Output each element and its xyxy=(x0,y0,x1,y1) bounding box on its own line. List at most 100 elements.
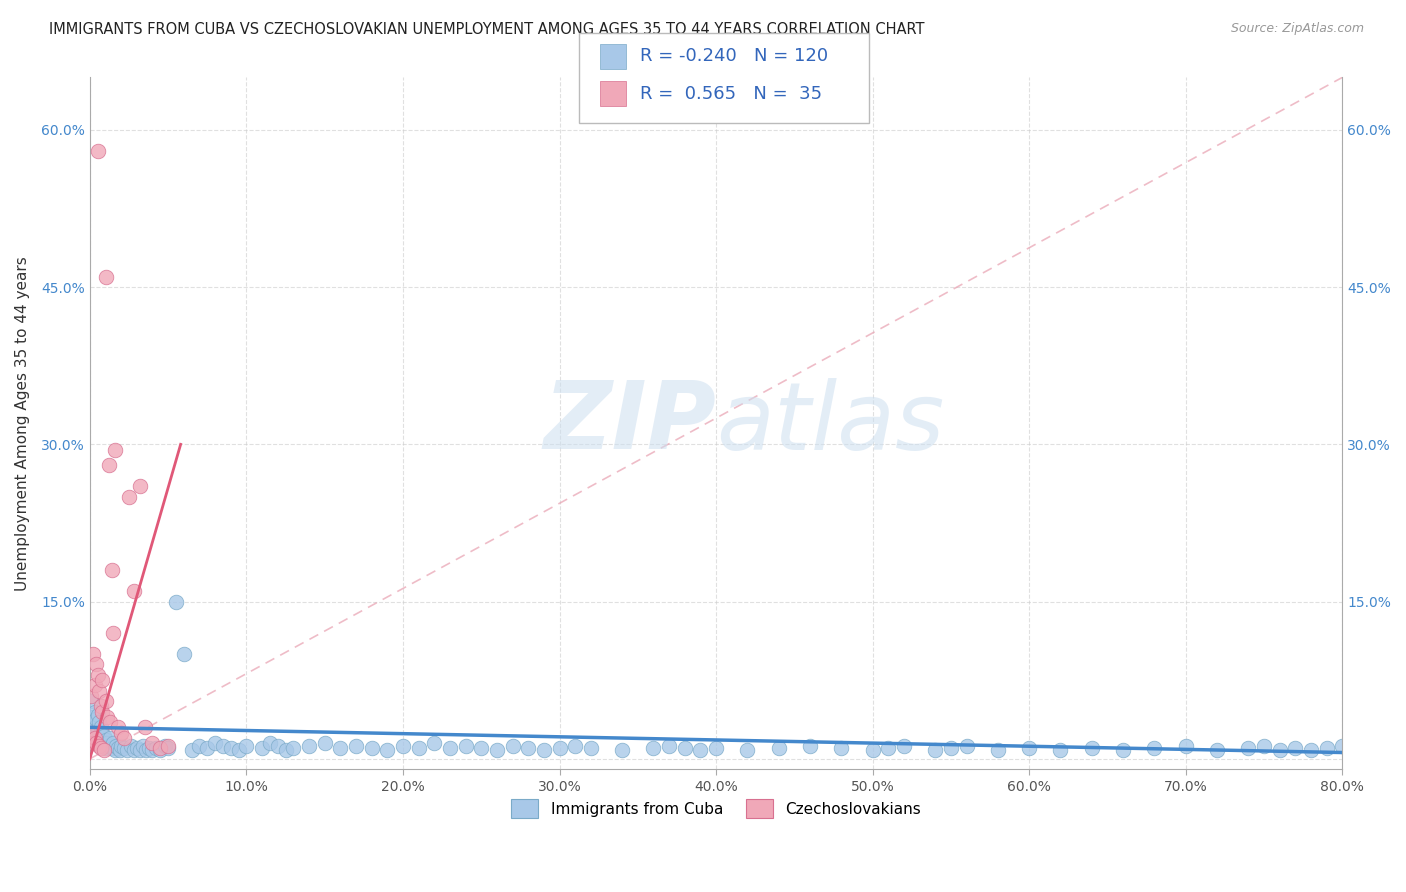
Immigrants from Cuba xyxy=(862,743,884,757)
Czechoslovakians xyxy=(89,683,111,698)
Immigrants from Cuba xyxy=(195,741,218,756)
Immigrants from Cuba xyxy=(96,736,118,750)
Immigrants from Cuba xyxy=(1316,741,1339,756)
Immigrants from Cuba xyxy=(1049,743,1071,757)
Czechoslovakians xyxy=(112,731,135,745)
Immigrants from Cuba xyxy=(145,741,167,756)
Immigrants from Cuba xyxy=(103,736,125,750)
Immigrants from Cuba xyxy=(125,741,148,756)
Immigrants from Cuba xyxy=(135,743,157,757)
Immigrants from Cuba xyxy=(112,741,135,756)
Immigrants from Cuba xyxy=(129,743,152,757)
Immigrants from Cuba xyxy=(107,741,129,756)
Immigrants from Cuba xyxy=(502,739,524,754)
Immigrants from Cuba xyxy=(94,733,117,747)
Immigrants from Cuba xyxy=(82,710,104,724)
Immigrants from Cuba xyxy=(138,741,160,756)
Czechoslovakians xyxy=(82,647,104,661)
Immigrants from Cuba xyxy=(924,743,946,757)
Immigrants from Cuba xyxy=(830,741,852,756)
Immigrants from Cuba xyxy=(84,725,107,739)
Immigrants from Cuba xyxy=(689,743,711,757)
Immigrants from Cuba xyxy=(548,741,571,756)
Immigrants from Cuba xyxy=(90,720,112,734)
Czechoslovakians xyxy=(149,741,172,756)
Immigrants from Cuba xyxy=(987,743,1010,757)
Immigrants from Cuba xyxy=(122,743,145,757)
Immigrants from Cuba xyxy=(165,594,187,608)
Immigrants from Cuba xyxy=(228,743,250,757)
Immigrants from Cuba xyxy=(90,733,112,747)
Immigrants from Cuba xyxy=(893,739,915,754)
Czechoslovakians xyxy=(104,442,127,457)
Czechoslovakians xyxy=(91,673,114,688)
Immigrants from Cuba xyxy=(877,741,900,756)
Immigrants from Cuba xyxy=(673,741,696,756)
Immigrants from Cuba xyxy=(314,736,336,750)
Immigrants from Cuba xyxy=(283,741,305,756)
Immigrants from Cuba xyxy=(329,741,352,756)
Immigrants from Cuba xyxy=(704,741,727,756)
Immigrants from Cuba xyxy=(82,715,104,730)
Czechoslovakians xyxy=(86,668,108,682)
Immigrants from Cuba xyxy=(1347,743,1369,757)
Immigrants from Cuba xyxy=(298,739,321,754)
Immigrants from Cuba xyxy=(737,743,759,757)
Immigrants from Cuba xyxy=(274,743,297,757)
Czechoslovakians xyxy=(122,584,145,599)
Immigrants from Cuba xyxy=(141,743,163,757)
Immigrants from Cuba xyxy=(89,729,111,743)
Immigrants from Cuba xyxy=(799,739,821,754)
Czechoslovakians xyxy=(80,689,103,703)
Czechoslovakians xyxy=(84,736,107,750)
Czechoslovakians xyxy=(103,626,125,640)
Immigrants from Cuba xyxy=(97,739,120,754)
Immigrants from Cuba xyxy=(219,741,242,756)
Immigrants from Cuba xyxy=(180,743,202,757)
Immigrants from Cuba xyxy=(1206,743,1229,757)
Immigrants from Cuba xyxy=(1112,743,1135,757)
Czechoslovakians xyxy=(129,479,152,493)
Immigrants from Cuba xyxy=(84,712,107,726)
Immigrants from Cuba xyxy=(120,739,142,754)
Immigrants from Cuba xyxy=(98,731,121,745)
Immigrants from Cuba xyxy=(1143,741,1166,756)
Immigrants from Cuba xyxy=(259,736,281,750)
Immigrants from Cuba xyxy=(955,739,977,754)
Immigrants from Cuba xyxy=(149,743,172,757)
Immigrants from Cuba xyxy=(768,741,790,756)
Text: ZIP: ZIP xyxy=(543,377,716,469)
Immigrants from Cuba xyxy=(392,739,415,754)
Immigrants from Cuba xyxy=(610,743,633,757)
Immigrants from Cuba xyxy=(1174,739,1197,754)
Czechoslovakians xyxy=(86,144,108,158)
Immigrants from Cuba xyxy=(470,741,492,756)
Immigrants from Cuba xyxy=(344,739,367,754)
Immigrants from Cuba xyxy=(1284,741,1306,756)
Immigrants from Cuba xyxy=(157,741,180,756)
Immigrants from Cuba xyxy=(375,743,398,757)
Immigrants from Cuba xyxy=(91,736,114,750)
Immigrants from Cuba xyxy=(105,739,128,754)
Immigrants from Cuba xyxy=(83,705,105,719)
Immigrants from Cuba xyxy=(108,743,131,757)
Immigrants from Cuba xyxy=(204,736,226,750)
Immigrants from Cuba xyxy=(360,741,382,756)
Immigrants from Cuba xyxy=(93,729,115,743)
Czechoslovakians xyxy=(107,720,129,734)
Immigrants from Cuba xyxy=(250,741,273,756)
Text: Source: ZipAtlas.com: Source: ZipAtlas.com xyxy=(1230,22,1364,36)
Text: atlas: atlas xyxy=(716,378,945,469)
Immigrants from Cuba xyxy=(80,694,103,708)
Czechoslovakians xyxy=(83,731,105,745)
Czechoslovakians xyxy=(94,694,117,708)
Immigrants from Cuba xyxy=(423,736,446,750)
Immigrants from Cuba xyxy=(485,743,508,757)
Immigrants from Cuba xyxy=(1253,739,1275,754)
Immigrants from Cuba xyxy=(188,739,211,754)
Immigrants from Cuba xyxy=(1378,743,1400,757)
Legend: Immigrants from Cuba, Czechoslovakians: Immigrants from Cuba, Czechoslovakians xyxy=(505,793,928,824)
Czechoslovakians xyxy=(84,657,107,672)
Immigrants from Cuba xyxy=(212,739,235,754)
Immigrants from Cuba xyxy=(1362,741,1385,756)
